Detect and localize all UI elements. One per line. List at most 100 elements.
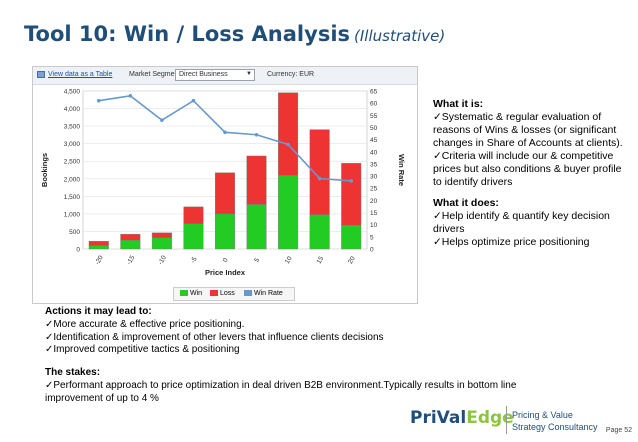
y2-tick-label: 15 [370,210,378,217]
view-as-table-link[interactable]: View data as a Table [48,71,113,78]
x-tick-label: 20 [347,255,357,265]
actions-section: Actions it may lead to: ✓More accurate &… [45,306,475,357]
logo-text-prival: PriVal [410,408,467,428]
chevron-down-icon: ▼ [246,71,252,77]
tagline-line-1: Pricing & Value [512,410,573,420]
y2-tick-label: 40 [370,149,378,156]
y-tick-label: 1,500 [64,194,81,201]
legend-swatch-win [180,290,188,297]
slide-title: Tool 10: Win / Loss Analysis (Illustrativ… [24,22,445,46]
bar-loss-15 [309,129,330,215]
legend-item-loss: Loss [210,290,235,297]
bar-loss--5 [183,206,204,224]
legend-label-win: Win [190,290,203,297]
actions-bullet: ✓Identification & improvement of other l… [45,331,384,343]
y2-tick-label: 30 [370,174,378,181]
bar-win-20 [341,224,362,250]
legend-item-win-rate: Win Rate [244,290,283,297]
stakes-heading: The stakes: [45,367,101,378]
y-tick-label: 500 [69,229,80,236]
bar-loss--10 [151,232,172,238]
win-rate-point--20 [96,98,101,103]
win-rate-point-10 [286,142,290,147]
brand-logo: PriValEdge [410,408,514,428]
bar-win-10 [278,175,299,250]
y2-tick-label: 5 [370,234,374,241]
y2-tick-label: 45 [370,137,378,144]
stakes-section: The stakes: ✓Performant approach to pric… [45,366,525,405]
legend-swatch-loss [210,290,218,297]
table-icon [37,71,45,78]
actions-bullet: ✓Improved competitive tactics & position… [45,344,240,356]
y2-axis-title: Win Rate [397,154,406,186]
logo-divider [506,406,507,434]
logo-text-edge: Edge [466,408,514,428]
y2-tick-label: 0 [370,247,374,254]
what-it-does-bullet: ✓Help identify & quantify key decision d… [433,210,610,235]
bar-loss--20 [88,241,109,246]
y-tick-label: 4,500 [64,89,81,96]
y-axis-title: Bookings [40,153,49,187]
market-segment-select[interactable]: Direct Business ▼ [175,69,255,81]
y2-tick-label: 65 [370,89,378,96]
y-tick-label: 0 [76,247,80,254]
bar-win--15 [120,240,141,250]
what-it-is-heading: What it is: [433,98,484,110]
x-tick-label: 15 [316,255,326,265]
chart-panel: View data as a Table Market Segment: Dir… [32,66,418,304]
info-panel: What it is: ✓Systematic & regular evalua… [433,98,623,249]
bar-win-15 [309,214,330,250]
y-tick-label: 2,000 [64,176,81,183]
actions-bullet: ✓More accurate & effective price positio… [45,318,245,330]
win-rate-point--5 [191,98,196,103]
x-tick-label: -10 [157,254,168,266]
y2-tick-label: 20 [370,198,378,205]
y2-tick-label: 60 [370,101,378,108]
what-it-is-bullet: ✓Criteria will include our & competitive… [433,150,622,188]
y-tick-label: 3,000 [64,141,81,148]
x-tick-label: 10 [284,255,294,265]
bar-win-0 [215,213,235,250]
y-tick-label: 3,500 [64,124,81,131]
currency-label: Currency: EUR [267,71,315,78]
win-loss-chart: 05001,0001,5002,0002,5003,0003,5004,0004… [40,89,406,278]
what-it-does-heading: What it does: [433,197,499,209]
win-rate-point-0 [223,130,227,135]
bar-loss-20 [341,163,362,226]
legend-label-loss: Loss [220,290,235,297]
bar-win--5 [183,223,204,250]
market-segment-label: Market Segment: [129,71,183,78]
brand-tagline: Pricing & Value Strategy Consultancy [512,409,598,433]
win-rate-point-15 [317,176,322,181]
market-segment-value: Direct Business [179,71,228,78]
y2-tick-label: 50 [370,125,378,132]
x-tick-label: 5 [253,257,261,264]
y2-tick-label: 55 [370,113,378,120]
win-rate-point-20 [349,179,354,183]
x-tick-label: 0 [222,257,230,264]
bar-loss-5 [246,155,267,205]
x-tick-label: -20 [94,254,105,266]
y-tick-label: 1,000 [64,211,81,218]
win-rate-point--10 [160,118,164,122]
x-axis-title: Price Index [205,268,246,277]
y-tick-label: 4,000 [64,106,81,113]
bar-loss-0 [215,172,235,215]
what-it-does-bullet: ✓Helps optimize price positioning [433,236,590,248]
footer: PriValEdge Pricing & Value Strategy Cons… [398,398,638,442]
actions-heading: Actions it may lead to: [45,306,152,317]
x-tick-label: -15 [126,254,137,266]
win-rate-point--15 [128,94,133,98]
y2-tick-label: 35 [370,161,378,168]
legend-label-win-rate: Win Rate [254,290,283,297]
legend-item-win: Win [180,290,202,297]
bar-loss--15 [120,234,141,241]
y2-tick-label: 10 [370,222,378,229]
legend-swatch-win-rate [244,290,252,297]
y-tick-label: 2,500 [64,159,81,166]
x-tick-label: -5 [190,256,199,265]
what-it-is-bullet: ✓Systematic & regular evaluation of reas… [433,111,623,149]
bar-loss-10 [278,92,299,176]
bar-win-5 [246,204,267,250]
y2-tick-label: 25 [370,186,378,193]
